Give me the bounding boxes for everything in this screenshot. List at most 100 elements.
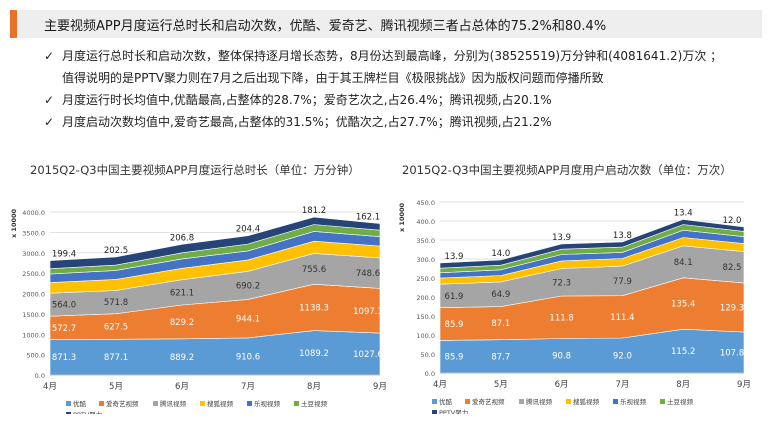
data-label: 13.8 bbox=[613, 231, 632, 241]
legend-swatch bbox=[566, 399, 571, 404]
legend-label: 爱奇艺视频 bbox=[472, 397, 505, 406]
y-tick-label: 4000.0 bbox=[22, 209, 45, 217]
legend-swatch bbox=[200, 401, 205, 406]
bullet-text: 值得说明的是PPTV聚力则在7月之后出现下降，由于其王牌栏目《极限挑战》因为版权… bbox=[62, 71, 604, 85]
bullet-item: ✓ 月度启动次数均值中,爱奇艺最高,占整体的31.5%；优酷次之,占27.7%；… bbox=[44, 111, 760, 133]
data-label: 14.0 bbox=[491, 249, 510, 259]
data-label: 627.5 bbox=[104, 322, 128, 332]
launch-area-chart: 0.0 50.0 100.0 150.0 200.0 250.0 300.0 350.0 400… bbox=[398, 199, 751, 414]
legend-swatch bbox=[99, 401, 104, 406]
x-tick-label: 4月 bbox=[433, 380, 447, 390]
chart-title-launches: 2015Q2-Q3中国主要视频APP月度用户启动次数（单位：万次） bbox=[402, 163, 732, 177]
data-label: 13.4 bbox=[674, 208, 693, 218]
x-tick-label: 9月 bbox=[737, 380, 751, 390]
x-tick-label: 6月 bbox=[175, 382, 189, 392]
legend-label: 搜狐视频 bbox=[573, 397, 600, 406]
page-title: 主要视频APP月度运行总时长和启动次数，优酷、爱奇艺、腾讯视频三者占总体的75.… bbox=[44, 19, 607, 34]
data-label: 90.8 bbox=[552, 352, 571, 362]
x-tick-label: 4月 bbox=[43, 382, 57, 392]
legend-label: 优酷 bbox=[73, 399, 87, 408]
data-label: 12.0 bbox=[723, 216, 742, 226]
bullet-item: 值得说明的是PPTV聚力则在7月之后出现下降，由于其王牌栏目《极限挑战》因为版权… bbox=[44, 67, 760, 89]
bullet-item: ✓ 月度运行时长均值中,优酷最高,占整体的28.7%；爱奇艺次之,占26.4%；… bbox=[44, 89, 760, 111]
data-label: 910.6 bbox=[236, 352, 260, 362]
data-label: 85.9 bbox=[445, 353, 464, 363]
legend-swatch bbox=[613, 399, 618, 404]
legend-label: 乐视视频 bbox=[254, 399, 281, 408]
x-tick-label: 8月 bbox=[307, 382, 321, 392]
bullet-item: ✓ 月度运行总时长和启动次数，整体保持逐月增长态势，8月份达到最高峰，分别为(3… bbox=[44, 45, 760, 67]
x-tick-label: 5月 bbox=[494, 380, 508, 390]
data-label: 199.4 bbox=[52, 250, 76, 260]
data-label: 72.3 bbox=[552, 278, 571, 288]
x-tick-label: 9月 bbox=[373, 382, 387, 392]
data-label: 111.8 bbox=[549, 313, 573, 323]
legend-swatch bbox=[660, 399, 665, 404]
data-label: 944.1 bbox=[236, 315, 260, 325]
legend-label: 乐视视频 bbox=[620, 397, 647, 406]
y-tick-label: 450.0 bbox=[416, 199, 435, 207]
y-tick-label: 2000.0 bbox=[22, 291, 45, 299]
data-label: 82.5 bbox=[723, 263, 742, 273]
data-label: 877.1 bbox=[104, 353, 128, 363]
legend-swatch bbox=[247, 401, 252, 406]
data-label: 572.7 bbox=[52, 324, 76, 334]
legend-label: 腾讯视频 bbox=[526, 397, 553, 406]
x-tick-label: 5月 bbox=[109, 382, 123, 392]
data-label: 84.1 bbox=[674, 258, 693, 268]
x-tick-label: 8月 bbox=[676, 380, 690, 390]
y-tick-label: 500.0 bbox=[26, 352, 45, 360]
data-label: 115.2 bbox=[671, 347, 695, 357]
legend-label: 土豆视频 bbox=[301, 399, 328, 408]
y-tick-label: 3500.0 bbox=[22, 229, 45, 237]
bullet-list: ✓ 月度运行总时长和启动次数，整体保持逐月增长态势，8月份达到最高峰，分别为(3… bbox=[44, 45, 760, 133]
data-label: 162.1 bbox=[356, 213, 380, 223]
legend-swatch bbox=[66, 401, 71, 406]
data-label: 1027.6 bbox=[353, 350, 383, 360]
data-label: 111.4 bbox=[610, 313, 634, 323]
legend-swatch bbox=[66, 412, 71, 414]
legend-swatch bbox=[465, 399, 470, 404]
data-label: 1097.3 bbox=[353, 307, 383, 317]
legend-swatch bbox=[153, 401, 158, 406]
bullet-text: 月度启动次数均值中,爱奇艺最高,占整体的31.5%；优酷次之,占27.7%；腾讯… bbox=[62, 115, 552, 129]
check-icon: ✓ bbox=[44, 115, 55, 129]
check-icon: ✓ bbox=[44, 49, 55, 63]
y-tick-label: 400.0 bbox=[416, 218, 435, 226]
data-label: 829.2 bbox=[170, 318, 194, 328]
area-series bbox=[439, 219, 745, 269]
data-label: 571.8 bbox=[104, 298, 128, 308]
y-tick-label: 2500.0 bbox=[22, 270, 45, 278]
duration-area-chart: 0.0 500.0 1000.0 1500.0 2000.0 2500.0 3000.0 35… bbox=[10, 206, 387, 414]
x-tick-label: 7月 bbox=[615, 380, 629, 390]
data-label: 871.3 bbox=[52, 353, 76, 363]
data-label: 61.9 bbox=[445, 292, 464, 302]
y-axis-label: x 10000 bbox=[10, 208, 18, 238]
data-label: 621.1 bbox=[170, 288, 194, 298]
data-label: 13.9 bbox=[445, 252, 464, 262]
chart-title-duration: 2015Q2-Q3中国主要视频APP月度运行总时长（单位：万分钟） bbox=[30, 163, 360, 177]
title-accent-bar bbox=[10, 10, 17, 38]
data-label: 92.0 bbox=[613, 352, 632, 362]
check-icon: ✓ bbox=[44, 93, 55, 107]
data-label: 87.7 bbox=[491, 352, 510, 362]
legend-label: 搜狐视频 bbox=[207, 399, 234, 408]
data-label: 107.8 bbox=[720, 349, 744, 359]
x-tick-label: 6月 bbox=[555, 380, 569, 390]
y-tick-label: 0.0 bbox=[35, 372, 45, 380]
data-label: 85.9 bbox=[445, 320, 464, 330]
data-label: 129.3 bbox=[720, 303, 744, 313]
data-label: 202.5 bbox=[104, 246, 128, 256]
x-tick-label: 7月 bbox=[241, 382, 255, 392]
data-label: 13.9 bbox=[552, 233, 571, 243]
y-tick-label: 100.0 bbox=[416, 332, 435, 340]
y-tick-label: 50.0 bbox=[421, 351, 435, 359]
legend-label: 腾讯视频 bbox=[160, 399, 187, 408]
data-label: 755.6 bbox=[302, 265, 326, 275]
legend-label: 优酷 bbox=[439, 397, 453, 406]
legend-label: PPTV聚力 bbox=[439, 408, 468, 414]
data-label: 135.4 bbox=[671, 299, 695, 309]
data-label: 1089.2 bbox=[299, 349, 329, 359]
y-tick-label: 200.0 bbox=[416, 294, 435, 302]
bullet-text: 月度运行时长均值中,优酷最高,占整体的28.7%；爱奇艺次之,占26.4%；腾讯… bbox=[62, 93, 552, 107]
